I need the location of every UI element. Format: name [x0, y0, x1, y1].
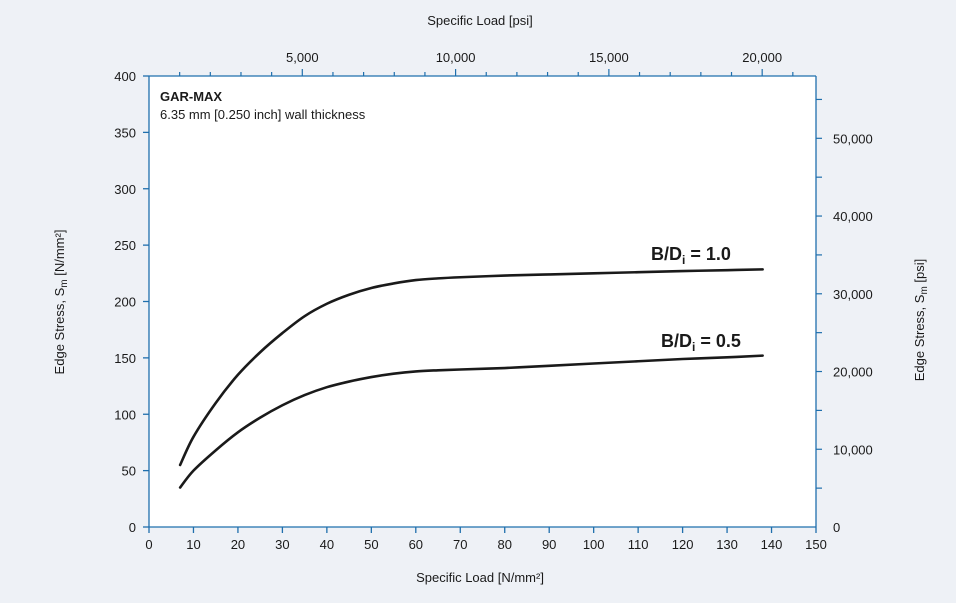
series-group	[178, 268, 764, 489]
y2-tick-label: 20,000	[833, 365, 873, 380]
x-tick-label: 70	[453, 537, 467, 552]
series-label-1-main: B/D	[651, 244, 682, 264]
series-label-1-sub: i	[682, 253, 685, 267]
x2-tick-label: 10,000	[436, 50, 476, 65]
series-label-bd-1-0: B/Di = 1.0	[651, 244, 731, 267]
y-axis-label-sub: m	[59, 279, 70, 287]
y2-tick-label: 0	[833, 520, 840, 535]
series-line-1	[178, 268, 764, 467]
y2-tick-label: 30,000	[833, 287, 873, 302]
series-label-bd-0-5: B/Di = 0.5	[661, 331, 741, 354]
x-tick-label: 10	[186, 537, 200, 552]
y-axis-label-main: Edge Stress, S	[52, 287, 67, 374]
x-tick-label: 30	[275, 537, 289, 552]
y2-axis-label: Edge Stress, Sm [psi]	[912, 259, 930, 382]
y-tick-label: 50	[122, 464, 136, 479]
x-tick-label: 40	[320, 537, 334, 552]
x-tick-label: 20	[231, 537, 245, 552]
y2-axis-label-unit: [psi]	[912, 259, 927, 286]
x-tick-label: 60	[409, 537, 423, 552]
y2-tick-label: 50,000	[833, 131, 873, 146]
y-tick-label: 350	[114, 125, 136, 140]
x2-tick-label: 15,000	[589, 50, 629, 65]
x-tick-label: 0	[145, 537, 152, 552]
plot-area	[149, 76, 816, 527]
y2-tick-label: 10,000	[833, 442, 873, 457]
x-tick-label: 100	[583, 537, 605, 552]
x2-axis-ticks: 5,000 10,000 15,000 20,000	[179, 50, 794, 76]
y-axis-label: Edge Stress, Sm [N/mm²]	[52, 230, 70, 375]
y-tick-label: 100	[114, 407, 136, 422]
y-tick-label: 200	[114, 295, 136, 310]
series-label-2-main: B/D	[661, 331, 692, 351]
y-axis-ticks: 0 50 100 150 200 250 300 350 400	[114, 69, 149, 535]
x-tick-label: 140	[761, 537, 783, 552]
series-line-2	[178, 354, 764, 489]
y-axis-label-unit: [N/mm²]	[52, 230, 67, 280]
x2-axis-label: Specific Load [psi]	[427, 13, 533, 28]
x-tick-label: 130	[716, 537, 738, 552]
x-tick-label: 90	[542, 537, 556, 552]
y-tick-label: 300	[114, 182, 136, 197]
x-tick-label: 150	[805, 537, 827, 552]
y-tick-label: 150	[114, 351, 136, 366]
series-label-2-rest: = 0.5	[695, 331, 741, 351]
x2-tick-label: 20,000	[742, 50, 782, 65]
y2-axis-label-main: Edge Stress, S	[912, 294, 927, 381]
series-label-2-sub: i	[692, 340, 695, 354]
chart-title: GAR-MAX	[160, 89, 222, 104]
y-tick-label: 0	[129, 520, 136, 535]
x-tick-label: 50	[364, 537, 378, 552]
y-tick-label: 250	[114, 238, 136, 253]
y2-axis-ticks: 0 10,000 20,000 30,000 40,000 50,000	[816, 98, 873, 535]
series-label-1-rest: = 1.0	[685, 244, 731, 264]
x2-tick-label: 5,000	[286, 50, 319, 65]
x-axis-ticks: 0 10 20 30 40 50 60 70 80 90 100 110 120 130 140 150	[145, 527, 827, 552]
x-tick-label: 110	[628, 537, 649, 552]
chart-subtitle: 6.35 mm [0.250 inch] wall thickness	[160, 107, 366, 122]
x-axis-label: Specific Load [N/mm²]	[416, 570, 544, 585]
y2-tick-label: 40,000	[833, 209, 873, 224]
y2-axis-label-sub: m	[919, 286, 930, 294]
y-tick-label: 400	[114, 69, 136, 84]
x-tick-label: 120	[672, 537, 694, 552]
x-tick-label: 80	[497, 537, 511, 552]
